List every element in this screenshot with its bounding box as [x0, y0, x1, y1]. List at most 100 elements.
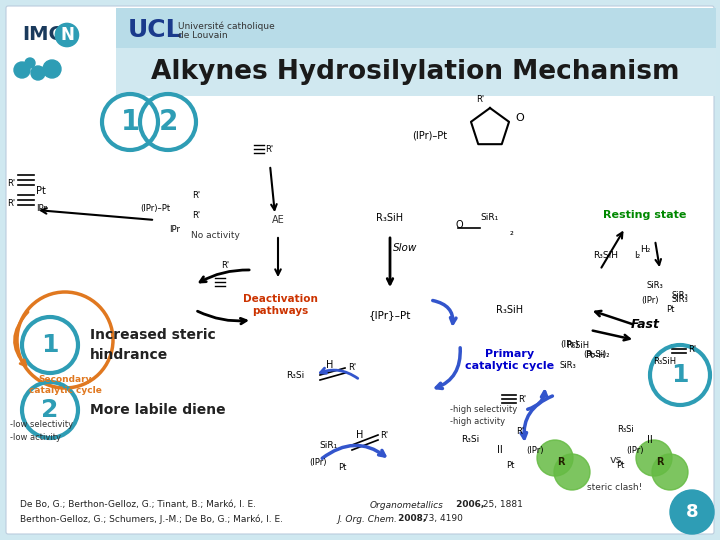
Text: Pt: Pt	[36, 186, 46, 196]
Circle shape	[31, 66, 45, 80]
Text: AE: AE	[271, 215, 284, 225]
Text: Primary
catalytic cycle: Primary catalytic cycle	[465, 349, 554, 371]
Text: 2008,: 2008,	[395, 515, 426, 523]
Text: O: O	[515, 113, 523, 123]
Text: 2006,: 2006,	[453, 501, 485, 510]
Text: R': R'	[380, 431, 388, 441]
Text: R': R'	[221, 260, 229, 269]
Text: (IPr): (IPr)	[642, 295, 659, 305]
Text: 25, 1881: 25, 1881	[480, 501, 523, 510]
Circle shape	[554, 454, 590, 490]
Text: R': R'	[348, 363, 356, 373]
Circle shape	[25, 58, 35, 68]
Text: R: R	[557, 457, 564, 467]
Text: -low selectivity
-low activity: -low selectivity -low activity	[10, 420, 73, 442]
Circle shape	[537, 440, 573, 476]
Text: 1: 1	[671, 363, 689, 387]
Text: R: R	[656, 457, 664, 467]
Text: H: H	[356, 430, 364, 440]
Text: R': R'	[192, 191, 200, 199]
Text: SiR₃: SiR₃	[559, 361, 577, 369]
Text: Resting state: Resting state	[603, 210, 687, 220]
Text: R': R'	[688, 346, 696, 354]
Text: (IPr): (IPr)	[526, 446, 544, 455]
Text: 1: 1	[41, 333, 59, 357]
Text: (R₃Si)₂: (R₃Si)₂	[584, 350, 611, 360]
Text: (IPr): (IPr)	[626, 446, 644, 455]
Text: I₂: I₂	[634, 251, 640, 260]
Text: Berthon-Gelloz, G.; Schumers, J.-M.; De Bo, G.; Markó, I. E.: Berthon-Gelloz, G.; Schumers, J.-M.; De …	[20, 514, 286, 524]
Text: De Bo, G.; Berthon-Gelloz, G.; Tinant, B.; Markó, I. E.: De Bo, G.; Berthon-Gelloz, G.; Tinant, B…	[20, 501, 259, 510]
Text: (IPr)–Pt: (IPr)–Pt	[413, 130, 448, 140]
Text: O: O	[455, 220, 463, 230]
Text: steric clash!: steric clash!	[588, 483, 643, 492]
Text: ₂: ₂	[510, 227, 514, 237]
Text: de Louvain: de Louvain	[178, 31, 228, 40]
Text: R₃SiH: R₃SiH	[496, 305, 523, 315]
FancyBboxPatch shape	[116, 8, 716, 96]
Text: 2: 2	[41, 398, 59, 422]
Text: IMC: IMC	[22, 25, 63, 44]
Circle shape	[43, 60, 61, 78]
Circle shape	[14, 62, 30, 78]
Text: R': R'	[7, 179, 15, 187]
Text: Pt: Pt	[616, 461, 624, 469]
Text: N: N	[60, 26, 74, 44]
Text: R': R'	[7, 199, 15, 207]
Text: R': R'	[518, 395, 526, 403]
Text: -high selectivity
-high activity: -high selectivity -high activity	[450, 405, 517, 427]
Circle shape	[670, 490, 714, 534]
Text: Secondary
catalytic cycle: Secondary catalytic cycle	[29, 375, 102, 395]
Text: vs: vs	[610, 455, 622, 465]
Text: 1: 1	[120, 108, 140, 136]
FancyBboxPatch shape	[6, 6, 714, 534]
Text: More labile diene: More labile diene	[90, 403, 225, 417]
Text: R₃Si: R₃Si	[461, 435, 479, 444]
Text: Deactivation
pathways: Deactivation pathways	[243, 294, 318, 316]
Text: SiR₃: SiR₃	[672, 291, 688, 300]
Text: II: II	[497, 445, 503, 455]
Text: R₃SiH: R₃SiH	[654, 357, 677, 367]
Text: H₂: H₂	[640, 246, 650, 254]
Text: SiR₁: SiR₁	[319, 441, 337, 449]
Text: R₃Si: R₃Si	[286, 370, 304, 380]
Text: 2: 2	[158, 108, 178, 136]
Text: R': R'	[476, 96, 484, 105]
Text: SiR₃: SiR₃	[672, 295, 688, 305]
Text: {IPr}–Pt: {IPr}–Pt	[369, 310, 411, 320]
Text: Pt: Pt	[506, 461, 514, 469]
Text: SiR₁: SiR₁	[480, 213, 498, 222]
Text: Pt: Pt	[666, 306, 674, 314]
Text: IPr: IPr	[169, 226, 181, 234]
Text: 73, 4190: 73, 4190	[420, 515, 463, 523]
Text: 8: 8	[685, 503, 698, 521]
Text: (IPr)–Pt: (IPr)–Pt	[140, 204, 170, 213]
Text: R₃SiH: R₃SiH	[593, 251, 618, 260]
Text: R': R'	[265, 145, 273, 154]
Text: Pt: Pt	[338, 463, 346, 472]
Text: R': R'	[516, 428, 524, 436]
Text: Increased steric
hindrance: Increased steric hindrance	[90, 328, 216, 362]
Text: (IPr): (IPr)	[310, 457, 327, 467]
Text: UCL: UCL	[128, 18, 182, 42]
FancyBboxPatch shape	[116, 48, 716, 96]
FancyBboxPatch shape	[8, 8, 116, 96]
Text: No activity: No activity	[191, 231, 240, 240]
Text: Alkynes Hydrosilylation Mechanism: Alkynes Hydrosilylation Mechanism	[150, 59, 679, 85]
Text: SiR₃: SiR₃	[647, 280, 663, 289]
Text: Slow: Slow	[393, 243, 417, 253]
Text: IPr: IPr	[36, 204, 47, 213]
Text: (IPr): (IPr)	[561, 341, 580, 349]
Text: R₃SiH: R₃SiH	[567, 341, 590, 349]
Circle shape	[652, 454, 688, 490]
Text: R₃SiH: R₃SiH	[377, 213, 404, 223]
Text: R₃Si: R₃Si	[616, 426, 634, 435]
Text: Université catholique: Université catholique	[178, 21, 275, 31]
Text: H: H	[326, 360, 333, 370]
Text: II: II	[647, 435, 653, 445]
Text: R': R'	[192, 211, 200, 219]
Circle shape	[636, 440, 672, 476]
Text: Organometallics: Organometallics	[370, 501, 444, 510]
Text: Fast: Fast	[631, 319, 660, 332]
Text: Pt–H: Pt–H	[585, 350, 605, 360]
